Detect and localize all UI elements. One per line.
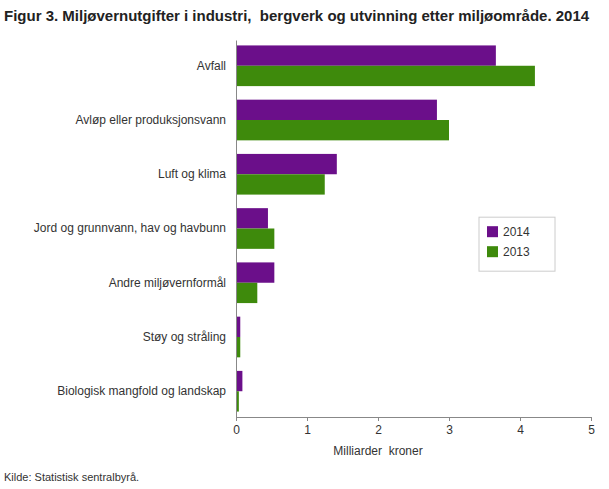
x-tick: 5 <box>588 417 595 437</box>
title: Figur 3. Miljøvernutgifter i industri, b… <box>4 7 590 24</box>
legend-label: 2014 <box>503 225 530 239</box>
x-tick: 2 <box>375 417 382 437</box>
x-tick-label: 0 <box>233 423 240 437</box>
bar <box>236 208 268 228</box>
x-axis: 0 1 2 3 4 5 <box>233 417 595 437</box>
y-tick-label: Luft og klima <box>158 167 226 181</box>
x-tick-label: 5 <box>588 423 595 437</box>
bar <box>236 120 449 140</box>
bar <box>236 100 437 120</box>
x-axis-title: Milliarder kroner <box>333 444 422 458</box>
x-tick: 0 <box>233 417 240 437</box>
y-tick: Andre miljøvernformål <box>109 276 236 290</box>
legend-label: 2013 <box>503 245 530 259</box>
y-tick-label: Andre miljøvernformål <box>109 276 226 290</box>
x-tick-mark <box>307 417 308 421</box>
y-tick: Avløp eller produksjonsvann <box>75 113 236 127</box>
y-tick: Avfall <box>197 59 236 73</box>
y-tick-label: Avløp eller produksjonsvann <box>75 113 226 127</box>
legend-swatch <box>487 226 498 237</box>
y-tick-label: Jord og grunnvann, hav og havbunn <box>34 221 226 235</box>
x-tick: 4 <box>517 417 524 437</box>
y-tick-label: Avfall <box>197 59 226 73</box>
x-tick-mark <box>520 417 521 421</box>
y-tick-label: Biologisk mangfold og landskap <box>57 384 226 398</box>
x-tick-mark <box>236 417 237 421</box>
x-tick-mark <box>591 417 592 421</box>
y-tick-label: Støy og stråling <box>143 330 226 344</box>
source: Kilde: Statistisk sentralbyrå. <box>4 471 139 483</box>
legend: 2014 2013 <box>479 217 555 271</box>
bar <box>236 66 535 86</box>
x-tick-label: 4 <box>517 423 524 437</box>
bar <box>236 154 337 174</box>
bar <box>236 229 274 249</box>
bar <box>236 283 257 303</box>
x-axis-line <box>237 418 592 422</box>
legend-swatch <box>487 246 498 257</box>
bar <box>236 262 274 282</box>
y-tick: Luft og klima <box>158 167 236 181</box>
bar <box>236 174 325 194</box>
bar <box>236 45 496 65</box>
legend-box <box>479 217 555 271</box>
plot: 0 1 2 3 4 5 Avfall Avløp eller produksjonsvann L… <box>34 41 595 437</box>
x-tick-label: 1 <box>304 423 311 437</box>
bars <box>236 45 535 411</box>
y-axis: Avfall Avløp eller produksjonsvann Luft og… <box>34 41 237 418</box>
x-tick-mark <box>378 417 379 421</box>
x-tick-label: 3 <box>446 423 453 437</box>
x-tick: 1 <box>304 417 311 437</box>
y-axis-line <box>236 41 237 418</box>
chart: Figur 3. Miljøvernutgifter i industri, b… <box>0 0 609 489</box>
x-tick-label: 2 <box>375 423 382 437</box>
y-tick: Jord og grunnvann, hav og havbunn <box>34 221 236 235</box>
x-tick: 3 <box>446 417 453 437</box>
y-tick: Støy og stråling <box>143 330 236 344</box>
x-tick-mark <box>449 417 450 421</box>
y-tick: Biologisk mangfold og landskap <box>57 384 236 398</box>
